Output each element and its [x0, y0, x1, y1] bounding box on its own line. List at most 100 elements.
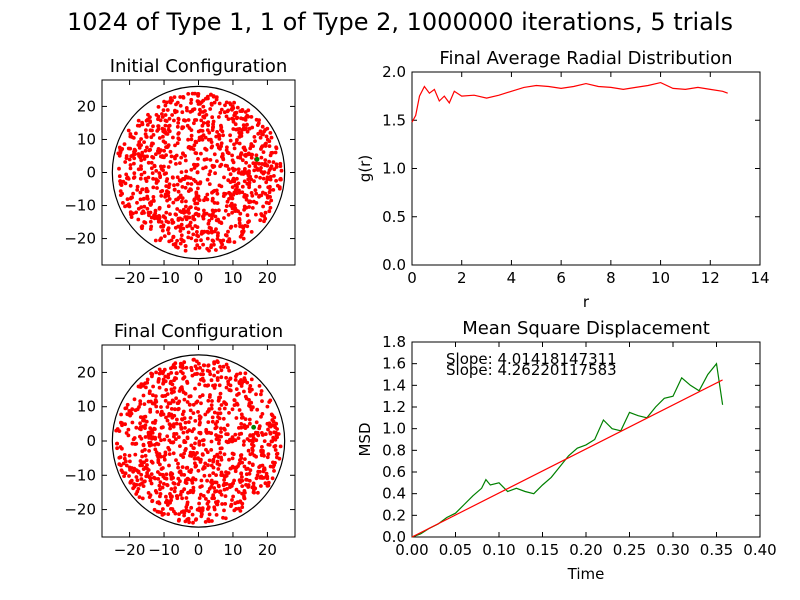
type1-particle	[166, 375, 171, 380]
type1-particle	[185, 381, 190, 385]
type1-particle	[177, 435, 181, 439]
type1-particle	[179, 385, 184, 390]
type1-particle	[174, 396, 179, 401]
y-tick-label: 1.0	[382, 160, 406, 178]
type1-particle	[149, 459, 154, 464]
type1-particle	[209, 480, 213, 484]
type1-particle	[245, 380, 250, 385]
type1-particle	[181, 430, 186, 435]
type1-particle	[204, 447, 208, 452]
type1-particle	[196, 468, 201, 473]
type1-particle	[164, 476, 169, 481]
type1-particle	[183, 158, 188, 163]
type1-particle	[181, 177, 186, 181]
type1-particle	[183, 248, 188, 253]
type1-particle	[216, 467, 221, 471]
type1-particle	[240, 170, 245, 175]
type1-particle	[232, 508, 237, 513]
type1-particle	[208, 107, 213, 111]
type1-particle	[248, 389, 252, 394]
type1-particle	[201, 133, 206, 138]
type1-particle	[276, 432, 281, 436]
type1-particle	[263, 210, 268, 215]
x-tick-label: −20	[114, 541, 146, 559]
type1-particle	[231, 193, 236, 197]
type1-particle	[170, 472, 175, 476]
type1-particle	[270, 476, 275, 481]
type1-particle	[266, 452, 271, 456]
type1-particle	[140, 463, 145, 468]
y-tick-label: 2.0	[382, 63, 406, 81]
type1-particle	[219, 245, 224, 250]
type1-particle	[226, 117, 231, 121]
type1-particle	[214, 473, 219, 477]
type1-particle	[182, 440, 187, 444]
x-tick-label: 8	[606, 269, 616, 287]
type1-particle	[243, 153, 247, 158]
type1-particle	[224, 233, 229, 238]
type1-particle	[124, 406, 129, 410]
type1-particle	[187, 394, 192, 399]
type1-particle	[191, 216, 196, 221]
type1-particle	[131, 469, 136, 474]
type1-particle	[204, 427, 209, 432]
type1-particle	[175, 496, 180, 501]
type1-particle	[237, 461, 242, 466]
type1-particle	[246, 220, 250, 225]
type1-particle	[242, 194, 247, 199]
type1-particle	[163, 103, 168, 108]
type1-particle	[156, 124, 161, 129]
type1-particle	[132, 156, 137, 161]
type1-particle	[128, 163, 133, 167]
type1-particle	[167, 182, 172, 187]
type1-particle	[157, 136, 162, 140]
type1-particle	[148, 115, 152, 119]
type1-particle	[196, 92, 201, 96]
type1-particle	[127, 409, 132, 413]
type1-particle	[218, 238, 223, 243]
y-tick-label: 10	[77, 130, 96, 148]
type1-particle	[142, 154, 147, 159]
type1-particle	[224, 432, 229, 436]
type1-particle	[181, 95, 186, 100]
type1-particle	[237, 391, 241, 396]
type1-particle	[218, 364, 222, 369]
type1-particle	[272, 430, 276, 435]
type1-particle	[195, 162, 200, 167]
type1-particle	[197, 245, 202, 250]
type1-particle	[252, 168, 257, 173]
type1-particle	[217, 441, 221, 446]
type1-particle	[119, 148, 124, 152]
type1-particle	[193, 477, 198, 482]
type1-particle	[137, 405, 141, 409]
type1-particle	[265, 455, 270, 460]
type1-particle	[162, 130, 167, 135]
type1-particle	[184, 496, 189, 500]
type1-particle	[274, 421, 279, 426]
type1-particle	[148, 147, 153, 152]
type1-particle	[191, 490, 195, 495]
type1-particle	[178, 103, 183, 108]
type1-particle	[196, 102, 201, 106]
type1-particle	[155, 186, 159, 190]
type1-particle	[242, 496, 247, 501]
final-configuration-panel: Final Configuration−20 −10 0 10 20−20−100102…	[64, 321, 296, 559]
type1-particle	[124, 172, 129, 177]
y-tick-label: 1.0	[382, 420, 406, 438]
type1-particle	[234, 416, 239, 420]
type1-particle	[206, 221, 211, 226]
type1-particle	[180, 496, 185, 501]
type1-particle	[206, 499, 211, 504]
type1-particle	[221, 156, 225, 161]
type1-particle	[248, 384, 253, 388]
type1-particle	[183, 185, 188, 190]
type1-particle	[160, 485, 165, 490]
type1-particle	[274, 146, 279, 151]
type1-particle	[211, 465, 216, 470]
type1-particle	[176, 406, 181, 411]
type1-particle	[135, 200, 139, 205]
type1-particle	[138, 190, 143, 195]
type1-particle	[141, 467, 146, 471]
type1-particle	[175, 417, 179, 422]
type1-particle	[243, 371, 248, 376]
